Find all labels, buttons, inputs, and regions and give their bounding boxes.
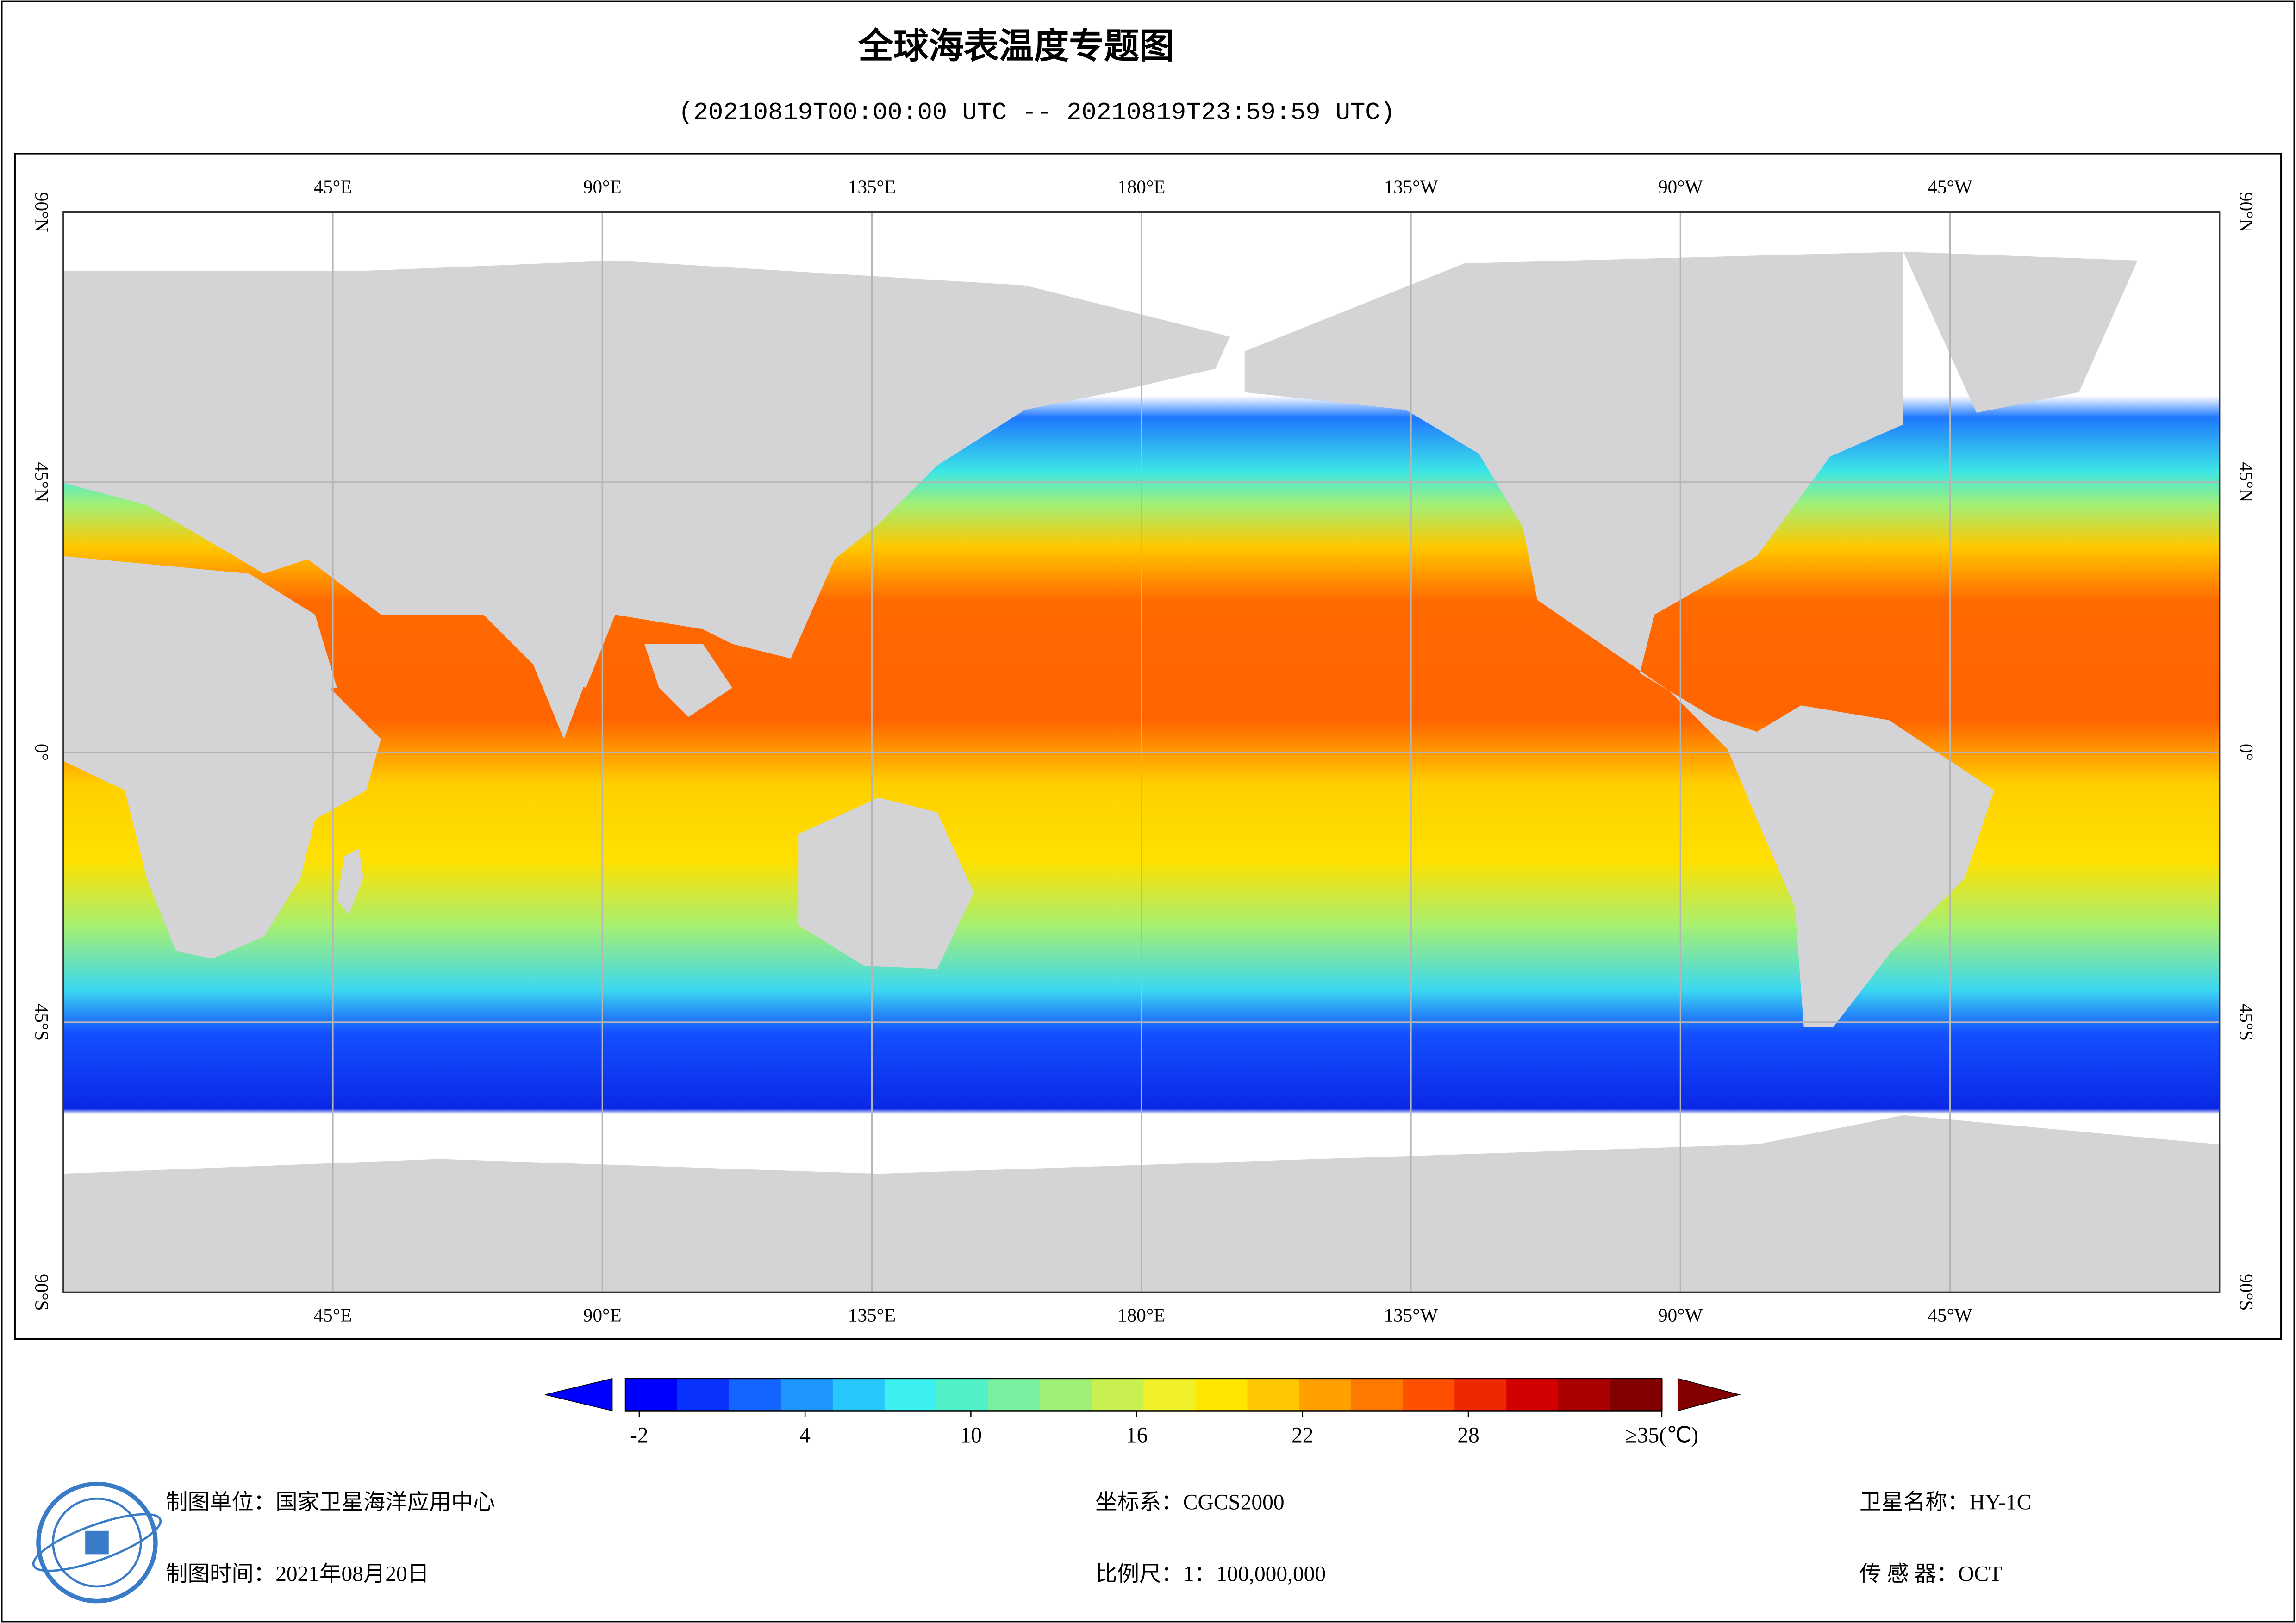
colorbar-segment [1143,1378,1197,1411]
colorbar-segment [1195,1378,1248,1411]
colorbar-segment [988,1378,1041,1411]
title: 全球海表温度专题图 [858,25,1174,66]
colorbar-segment [729,1378,782,1411]
colorbar-high-arrow [1677,1378,1741,1412]
lat-tick-label: 45°N [31,462,53,502]
lon-tick-label: 180°E [1117,1305,1165,1326]
australia [798,797,974,969]
lon-tick-label: 135°W [1384,176,1438,197]
colorbar-segment [1454,1378,1507,1411]
colorbar-segment [677,1378,730,1411]
footer-scale: 比例尺：1：100,000,000 [1095,1562,1326,1586]
footer-satellite: 卫星名称：HY-1C [1859,1491,2031,1515]
lon-tick-label: 180°E [1117,176,1165,197]
footer-unit: 制图单位：国家卫星海洋应用中心 [166,1491,495,1515]
lon-tick-label: 135°W [1384,1305,1438,1326]
lat-tick-label: 90°S [31,1274,53,1311]
greenland [1903,251,2138,413]
lon-tick-label: 135°E [848,1305,896,1326]
lon-tick-label: 90°W [1658,176,1703,197]
colorbar-segment [832,1378,886,1411]
eurasia [63,260,1230,688]
lat-tick-label: 90°S [2236,1274,2257,1311]
colorbar-tick-label: ≥35(℃) [1625,1423,1698,1447]
lat-tick-label: 90°N [31,192,53,232]
colorbar-segment [936,1378,989,1411]
lon-tick-label: 90°W [1658,1305,1703,1326]
colorbar-tick-label: 4 [799,1423,811,1447]
lat-tick-label: 45°S [31,1004,53,1041]
footer-crs: 坐标系：CGCS2000 [1095,1491,1284,1515]
footer-time: 制图时间：2021年08月20日 [166,1562,429,1586]
lon-tick-label: 45°W [1928,1305,1972,1326]
lon-tick-label: 90°E [583,1305,622,1326]
india [512,615,608,739]
southeast-asia [644,644,732,717]
lat-tick-label: 90°N [2236,192,2257,232]
madagascar [337,849,364,915]
north-america [1244,251,1903,750]
colorbar-segment [1506,1378,1559,1411]
colorbar-low-arrow [544,1378,613,1412]
lat-tick-label: 0° [31,744,53,761]
colorbar-segment [780,1378,834,1411]
colorbar-tick-label: 16 [1126,1423,1148,1447]
colorbar-segment [1247,1378,1300,1411]
lon-tick-label: 45°E [314,176,352,197]
subtitle: (20210819T00:00:00 UTC -- 20210819T23:59… [679,99,1395,127]
lat-tick-label: 0° [2236,744,2257,761]
colorbar-segment [1351,1378,1404,1411]
colorbar-segment [1299,1378,1352,1411]
colorbar-segment [1558,1378,1611,1411]
map-frame [14,153,2282,1340]
colorbar-segment [625,1378,678,1411]
colorbar [544,1378,1741,1417]
colorbar-tick-label: 10 [960,1423,982,1447]
lat-tick-label: 45°S [2236,1004,2257,1041]
colorbar-tick-label: -2 [630,1423,649,1447]
lon-tick-label: 90°E [583,176,622,197]
colorbar-segment [1040,1378,1093,1411]
map-border [62,211,2221,1293]
lon-tick-label: 135°E [848,176,896,197]
lon-tick-label: 45°W [1928,176,1972,197]
footer-sensor: 传 感 器：OCT [1859,1562,2002,1586]
logo [32,1481,162,1604]
map [62,211,2221,1293]
africa [63,673,381,959]
colorbar-tick-label: 28 [1457,1423,1479,1447]
colorbar-segment [1610,1378,1663,1411]
colorbar-frame [624,1378,1663,1412]
colorbar-segment [1092,1378,1145,1411]
south-america [1728,705,1994,1027]
lat-tick-label: 45°N [2236,462,2257,502]
colorbar-tick-label: 22 [1292,1423,1313,1447]
lon-tick-label: 45°E [314,1305,352,1326]
colorbar-segment [1403,1378,1455,1411]
colorbar-segment [884,1378,937,1411]
